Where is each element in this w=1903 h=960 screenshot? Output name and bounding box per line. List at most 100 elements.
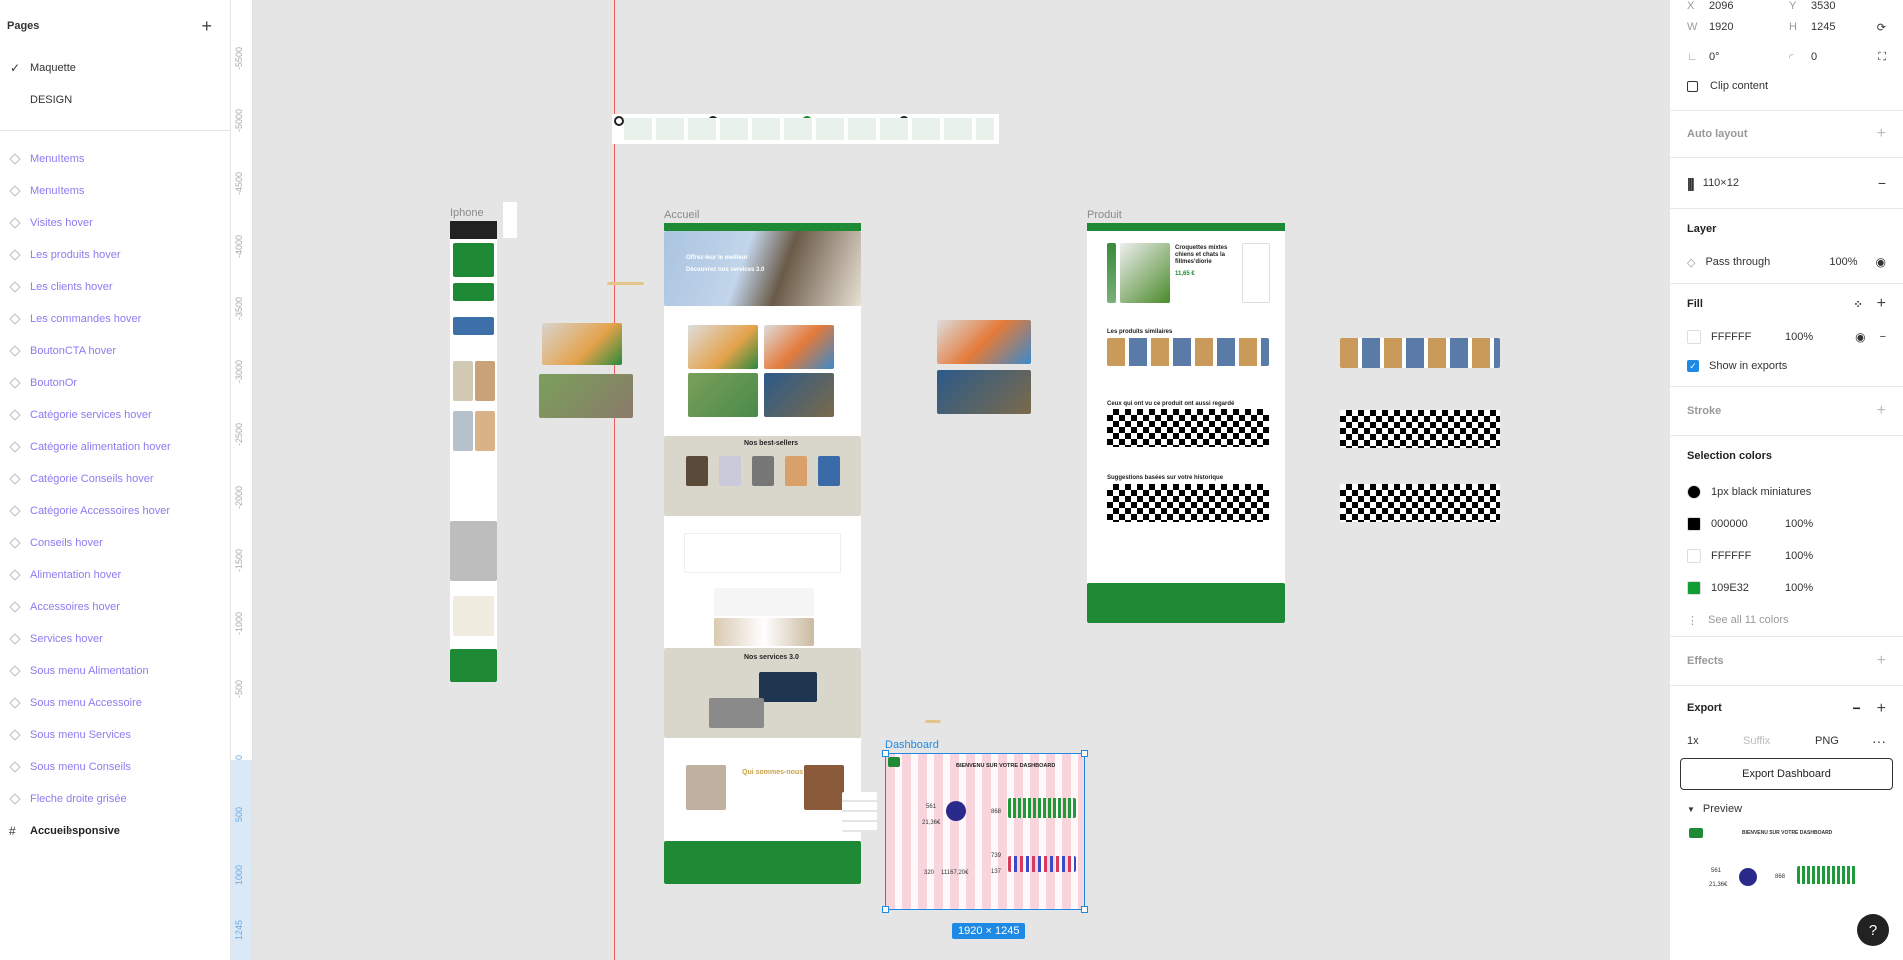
layer-component[interactable]: Sous menu Services [0, 719, 230, 751]
export-scale-select[interactable]: 1x [1687, 735, 1699, 747]
show-in-exports-checkbox[interactable]: ✓ [1687, 360, 1699, 372]
layer-component[interactable]: Catégorie Accessoires hover [0, 495, 230, 527]
blend-mode-select[interactable]: Pass through [1705, 256, 1771, 268]
selection-color-row[interactable]: FFFFFF 100% [1670, 540, 1903, 572]
fill-hex-input[interactable]: FFFFFF [1711, 331, 1752, 343]
layer-opacity-input[interactable]: 100% [1829, 256, 1858, 268]
accueil-frame[interactable]: Offrez-leur le meilleur Découvrez nos se… [664, 223, 861, 884]
fill-opacity-input[interactable]: 100% [1785, 331, 1814, 343]
independent-corners-icon[interactable]: ⛶ [1878, 50, 1886, 63]
layout-grid-value[interactable]: 110×12 [1702, 177, 1739, 189]
menu-responsive-frame[interactable] [503, 202, 517, 238]
resize-handle[interactable] [1081, 906, 1088, 913]
remove-grid-icon[interactable]: − [1877, 175, 1886, 191]
h-input[interactable]: 1245 [1811, 21, 1836, 33]
canvas[interactable]: Iphone Accueil Offrez-leur le meilleur D… [253, 0, 1669, 960]
w-input[interactable]: 1920 [1709, 21, 1734, 33]
layer-label: MenuItems [30, 153, 85, 165]
layer-component[interactable]: BoutonOr [0, 367, 230, 399]
layer-component[interactable]: Catégorie Conseils hover [0, 463, 230, 495]
color-swatch[interactable] [1687, 549, 1701, 563]
add-stroke-icon[interactable]: + [1876, 402, 1886, 419]
color-swatch[interactable] [1687, 517, 1701, 531]
see-all-colors-link[interactable]: See all 11 colors [1708, 614, 1789, 626]
menu-components-strip[interactable] [612, 114, 999, 144]
more-options-icon[interactable]: ··· [1872, 733, 1886, 749]
stroke-title: Stroke [1687, 405, 1722, 417]
ruler-tick: -3500 [234, 296, 244, 320]
add-auto-layout-icon[interactable]: + [1876, 125, 1886, 142]
layer-component[interactable]: Conseils hover [0, 527, 230, 559]
category-image[interactable] [539, 374, 633, 418]
export-suffix-input[interactable]: Suffix [1743, 735, 1771, 747]
fill-swatch[interactable] [1687, 330, 1701, 344]
page-item-label: DESIGN [30, 94, 73, 106]
layer-frame[interactable]: # Accueil [0, 815, 70, 847]
columns-grid-icon[interactable]: ||| [1687, 175, 1695, 191]
layer-component[interactable]: Sous menu Alimentation [0, 655, 230, 687]
selection-box[interactable] [885, 753, 1085, 910]
layer-component[interactable]: Alimentation hover [0, 559, 230, 591]
layer-component[interactable]: Sous menu Conseils [0, 751, 230, 783]
eye-icon[interactable]: ◉ [1875, 255, 1886, 269]
layer-component[interactable]: MenuItems [0, 143, 230, 175]
layer-component[interactable]: Fleche droite grisée [0, 783, 230, 815]
add-fill-icon[interactable]: + [1876, 295, 1886, 312]
selection-color-row[interactable]: 1px black miniatures [1670, 476, 1903, 508]
resize-handle[interactable] [882, 750, 889, 757]
help-button[interactable]: ? [1857, 914, 1889, 946]
frame-icon: # [9, 824, 16, 838]
category-image[interactable] [937, 320, 1031, 364]
layer-component[interactable]: Accessoires hover [0, 591, 230, 623]
page-item-maquette[interactable]: ✓ Maquette [0, 52, 230, 84]
radius-input[interactable]: 0 [1811, 51, 1818, 63]
dashboard-frame[interactable]: BIENVENU SUR VOTRE DASHBOARD 561 21,36€ … [886, 754, 1084, 909]
export-format-select[interactable]: PNG [1815, 735, 1839, 747]
layer-component[interactable]: Les produits hover [0, 239, 230, 271]
x-input[interactable]: 2096 [1709, 0, 1734, 12]
kpi-bar-chart [1008, 798, 1076, 818]
color-swatch[interactable] [1687, 485, 1701, 499]
resize-handle[interactable] [1081, 750, 1088, 757]
selection-color-row[interactable]: 000000 100% [1670, 508, 1903, 540]
frame-label-produit[interactable]: Produit [1087, 209, 1122, 221]
layer-component[interactable]: BoutonCTA hover [0, 335, 230, 367]
y-input[interactable]: 3530 [1811, 0, 1836, 12]
layer-component[interactable]: Catégorie alimentation hover [0, 431, 230, 463]
color-name: 109E32 [1711, 582, 1749, 594]
product-thumb [719, 456, 741, 486]
add-page-icon[interactable]: + [201, 16, 212, 36]
resize-handle[interactable] [882, 906, 889, 913]
page-item-design[interactable]: DESIGN [0, 84, 230, 116]
add-effect-icon[interactable]: + [1876, 652, 1886, 669]
layer-component[interactable]: Services hover [0, 623, 230, 655]
preview-title: BIENVENU SUR VOTRE DASHBOARD [1742, 830, 1833, 836]
remove-export-icon[interactable]: − [1852, 699, 1861, 716]
selection-color-row[interactable]: 109E32 100% [1670, 572, 1903, 604]
layer-component[interactable]: Catégorie services hover [0, 399, 230, 431]
constrain-proportions-icon[interactable]: ⟳ [1876, 21, 1886, 34]
iphone-frame[interactable] [450, 221, 497, 682]
frame-label-iphone[interactable]: Iphone [450, 207, 484, 219]
style-grid-icon[interactable]: ⁘ [1853, 299, 1863, 311]
layer-component[interactable]: Sous menu Accessoire [0, 687, 230, 719]
layer-component[interactable]: MenuItems [0, 175, 230, 207]
eye-icon[interactable]: ◉ [1855, 330, 1866, 344]
clip-content-checkbox[interactable] [1687, 80, 1698, 92]
remove-fill-icon[interactable]: − [1879, 331, 1886, 343]
rotation-input[interactable]: 0° [1709, 51, 1720, 63]
kpi-value: 21,36€ [922, 820, 941, 826]
color-swatch[interactable] [1687, 581, 1701, 595]
collapse-caret-icon[interactable]: ▼ [1687, 804, 1695, 814]
category-image[interactable] [542, 323, 622, 365]
frame-label-accueil[interactable]: Accueil [664, 209, 700, 221]
layer-component[interactable]: Les clients hover [0, 271, 230, 303]
add-export-icon[interactable]: + [1876, 699, 1886, 717]
component-icon [9, 249, 21, 261]
export-button[interactable]: Export Dashboard [1680, 758, 1893, 790]
frame-label-dashboard[interactable]: Dashboard [885, 739, 939, 751]
category-image[interactable] [937, 370, 1031, 414]
layer-component[interactable]: Les commandes hover [0, 303, 230, 335]
layer-component[interactable]: Visites hover [0, 207, 230, 239]
produit-frame[interactable]: Croquettes mixtes chiens et chats la fil… [1087, 223, 1285, 623]
